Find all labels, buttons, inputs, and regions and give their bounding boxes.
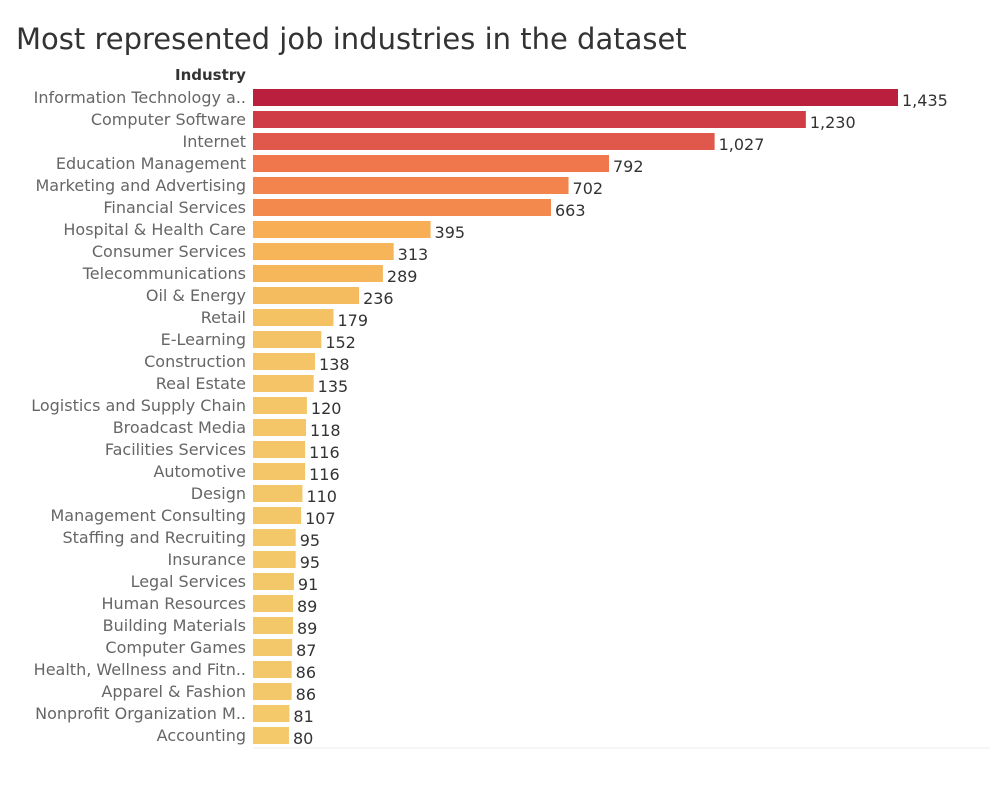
value-label: 116: [309, 465, 340, 484]
category-label: Legal Services: [131, 572, 246, 591]
value-label: 135: [318, 377, 349, 396]
category-label: Education Management: [56, 154, 246, 173]
bar[interactable]: [253, 309, 334, 326]
bar[interactable]: [253, 727, 289, 744]
value-label: 89: [297, 619, 317, 638]
category-label: Management Consulting: [50, 506, 246, 525]
bar[interactable]: [253, 375, 314, 392]
value-label: 91: [298, 575, 318, 594]
value-label: 138: [319, 355, 350, 374]
category-label: Logistics and Supply Chain: [31, 396, 246, 415]
category-label: Construction: [144, 352, 246, 371]
category-label: Building Materials: [103, 616, 246, 635]
category-label: Accounting: [157, 726, 246, 745]
value-label: 179: [337, 311, 368, 330]
category-label: Insurance: [168, 550, 247, 569]
value-label: 120: [311, 399, 342, 418]
bar[interactable]: [253, 199, 552, 216]
bar[interactable]: [253, 221, 431, 238]
category-label: Information Technology a..: [34, 88, 246, 107]
bar[interactable]: [253, 661, 292, 678]
value-label: 81: [293, 707, 313, 726]
bar[interactable]: [253, 133, 715, 150]
category-label: E-Learning: [161, 330, 246, 349]
value-label: 663: [555, 201, 586, 220]
value-label: 1,435: [902, 91, 948, 110]
category-label: Computer Games: [105, 638, 246, 657]
value-label: 313: [398, 245, 429, 264]
bar[interactable]: [253, 243, 394, 260]
value-label: 86: [296, 663, 316, 682]
value-label: 110: [306, 487, 337, 506]
value-label: 395: [435, 223, 466, 242]
bar[interactable]: [253, 595, 294, 612]
value-label: 236: [363, 289, 394, 308]
category-label: Automotive: [153, 462, 246, 481]
value-label: 1,230: [810, 113, 856, 132]
bar[interactable]: [253, 89, 898, 106]
value-label: 792: [613, 157, 644, 176]
value-label: 86: [296, 685, 316, 704]
category-label: Facilities Services: [105, 440, 246, 459]
value-label: 116: [309, 443, 340, 462]
value-label: 87: [296, 641, 316, 660]
category-label: Design: [191, 484, 246, 503]
bar[interactable]: [253, 683, 292, 700]
bar[interactable]: [253, 705, 290, 722]
bar[interactable]: [253, 441, 306, 458]
bar[interactable]: [253, 529, 296, 546]
value-label: 152: [325, 333, 356, 352]
category-label: Retail: [201, 308, 246, 327]
bar[interactable]: [253, 507, 302, 524]
bar[interactable]: [253, 617, 294, 634]
category-label: Real Estate: [156, 374, 246, 393]
category-label: Computer Software: [91, 110, 246, 129]
bar[interactable]: [253, 155, 609, 172]
category-label: Apparel & Fashion: [101, 682, 246, 701]
chart-title: Most represented job industries in the d…: [16, 22, 687, 56]
value-label: 95: [300, 531, 320, 550]
bar[interactable]: [253, 397, 307, 414]
value-label: 118: [310, 421, 341, 440]
category-label: Oil & Energy: [146, 286, 246, 305]
value-label: 80: [293, 729, 313, 748]
value-label: 89: [297, 597, 317, 616]
bar[interactable]: [253, 287, 360, 304]
category-label: Marketing and Advertising: [35, 176, 246, 195]
bar[interactable]: [253, 111, 806, 128]
bar[interactable]: [253, 485, 303, 502]
bar[interactable]: [253, 331, 322, 348]
category-label: Broadcast Media: [113, 418, 246, 437]
bar[interactable]: [253, 265, 383, 282]
bar[interactable]: [253, 353, 316, 370]
bar[interactable]: [253, 551, 296, 568]
value-label: 95: [300, 553, 320, 572]
bar[interactable]: [253, 419, 307, 436]
category-label: Human Resources: [102, 594, 247, 613]
category-label: Financial Services: [103, 198, 246, 217]
value-label: 107: [305, 509, 336, 528]
category-label: Health, Wellness and Fitn..: [34, 660, 246, 679]
bar[interactable]: [253, 639, 293, 656]
bar[interactable]: [253, 573, 294, 590]
category-label: Nonprofit Organization M..: [35, 704, 246, 723]
value-label: 289: [387, 267, 418, 286]
category-label: Consumer Services: [92, 242, 246, 261]
category-label: Telecommunications: [82, 264, 246, 283]
category-label: Staffing and Recruiting: [63, 528, 247, 547]
bar[interactable]: [253, 177, 569, 194]
value-label: 702: [573, 179, 604, 198]
category-label: Internet: [182, 132, 246, 151]
value-label: 1,027: [719, 135, 765, 154]
category-axis-header: Industry: [175, 66, 246, 84]
bar[interactable]: [253, 463, 306, 480]
category-label: Hospital & Health Care: [63, 220, 246, 239]
